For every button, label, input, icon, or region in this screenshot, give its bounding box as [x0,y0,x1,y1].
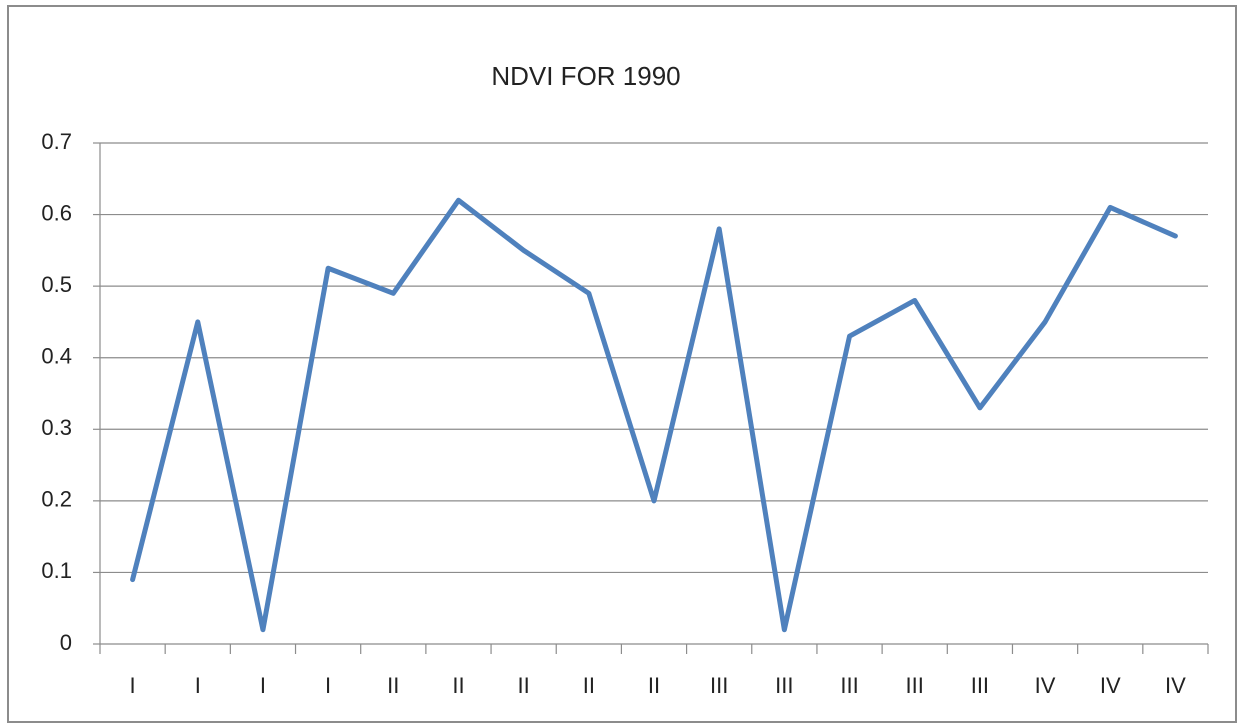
x-tick-label: I [260,673,266,698]
x-tick-label: IV [1035,673,1056,698]
x-tick-label: II [648,673,660,698]
x-tick-label: II [387,673,399,698]
y-tick-label: 0.5 [41,272,72,297]
x-tick-label: III [971,673,989,698]
x-tick-label: IV [1165,673,1186,698]
x-tick-label: II [518,673,530,698]
y-tick-label: 0.7 [41,129,72,154]
y-tick-label: 0.1 [41,558,72,583]
x-tick-label: III [906,673,924,698]
x-tick-label: II [583,673,595,698]
x-tick-label: III [710,673,728,698]
chart-title: NDVI FOR 1990 [491,61,680,91]
x-tick-label: II [452,673,464,698]
y-tick-label: 0 [60,630,72,655]
x-tick-label: III [775,673,793,698]
x-tick-label: I [195,673,201,698]
y-tick-label: 0.3 [41,415,72,440]
line [130,197,1178,633]
y-tick-label: 0.6 [41,200,72,225]
x-tick-label: III [840,673,858,698]
x-tick-label: I [325,673,331,698]
y-tick-label: 0.4 [41,344,72,369]
x-tick-label: IV [1100,673,1121,698]
x-tick-label: I [130,673,136,698]
chart-border [7,5,1237,723]
y-tick-label: 0.2 [41,487,72,512]
